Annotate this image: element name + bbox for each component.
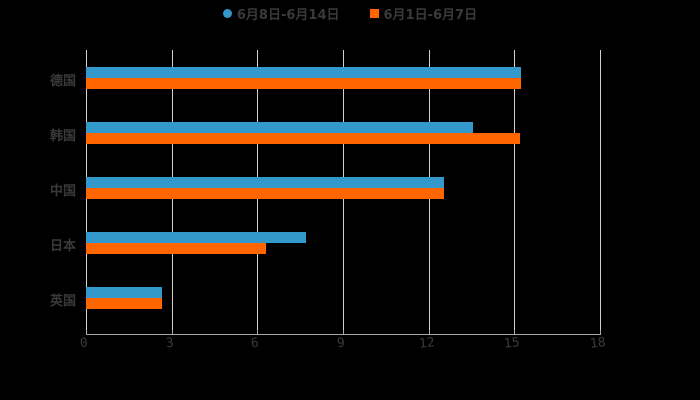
legend-circle-icon (222, 8, 232, 18)
x-tick-label: 6 (250, 335, 260, 352)
bar-week1[interactable] (86, 133, 521, 144)
bar-week1[interactable] (86, 188, 445, 199)
chart-legend: 6月8日-6月14日 6月1日-6月7日 (0, 4, 700, 23)
axis-tick (343, 330, 344, 335)
category-label: 韩国 (50, 129, 77, 144)
bar-week2[interactable] (86, 177, 445, 188)
category-label: 中国 (50, 184, 77, 199)
bar-week2[interactable] (86, 287, 162, 298)
bar-week1[interactable] (86, 243, 266, 254)
category-label: 英国 (50, 294, 77, 309)
category-label: 德国 (50, 74, 77, 89)
x-tick-label: 18 (589, 335, 607, 352)
axis-tick (86, 330, 87, 335)
bar-week2[interactable] (86, 232, 306, 243)
axis-tick (514, 330, 516, 335)
x-tick-label: 3 (164, 335, 175, 352)
bar-week1[interactable] (86, 78, 522, 89)
bar-week2[interactable] (86, 67, 522, 78)
axis-tick (428, 330, 430, 335)
gridline (600, 50, 601, 335)
x-tick-label: 15 (503, 335, 521, 352)
axis-tick (600, 330, 601, 335)
legend-label: 6月8日-6月14日 (236, 7, 340, 23)
gridline (514, 50, 516, 335)
x-tick-label: 0 (79, 335, 89, 352)
axis-tick (171, 330, 173, 335)
category-label: 日本 (50, 239, 77, 254)
axis-tick (257, 330, 259, 335)
legend-item-week2[interactable]: 6月8日-6月14日 (222, 4, 340, 23)
legend-item-week1[interactable]: 6月1日-6月7日 (369, 4, 478, 23)
x-axis (86, 334, 601, 335)
x-tick-label: 9 (336, 335, 346, 352)
bar-week2[interactable] (86, 122, 473, 133)
legend-label: 6月1日-6月7日 (383, 7, 478, 23)
legend-square-icon (369, 8, 379, 18)
x-tick-label: 12 (417, 335, 436, 352)
bar-week1[interactable] (86, 298, 162, 309)
